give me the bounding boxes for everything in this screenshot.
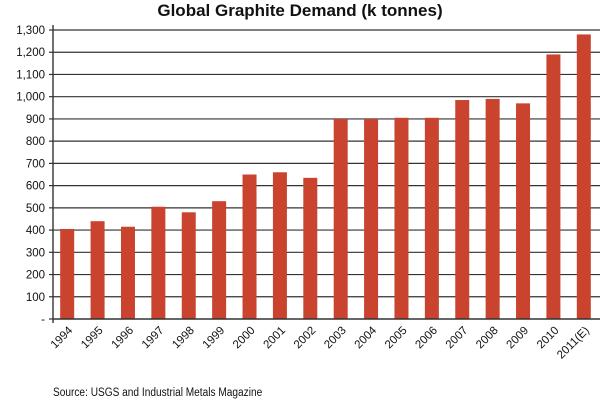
x-tick-label: 2007 [444,325,471,352]
x-tick-label: 2006 [413,325,440,352]
bar [455,100,470,320]
bar [181,212,196,319]
y-tick-label: 200 [26,270,45,282]
bar [212,201,227,319]
x-tick-label: 2000 [231,325,258,352]
bar [424,117,439,319]
x-tick-label: 1994 [49,324,76,351]
x-tick-label: 1995 [79,325,106,352]
x-tick-label: 2010 [535,325,562,352]
x-tick-label: 1996 [110,325,137,352]
bar [303,177,318,319]
bar [151,206,166,319]
x-tick-label: 2005 [383,325,410,352]
bar [546,54,561,319]
y-tick-label: 800 [26,136,45,148]
y-tick-label: 1,200 [16,47,45,59]
x-tick-label: 2003 [322,325,349,352]
bar [516,103,531,319]
y-tick-label: 400 [26,225,45,237]
bar [60,228,75,319]
bar [394,117,409,319]
x-tick-label: 2009 [505,325,532,352]
source-note: Source: USGS and Industrial Metals Magaz… [53,387,263,399]
x-tick-label: 1997 [140,325,167,352]
bar [485,98,500,320]
bar [242,174,257,319]
y-tick-label: 1,000 [16,92,45,104]
x-tick-label: 2004 [353,324,380,351]
bar [120,226,135,319]
y-tick-label: 600 [26,181,45,193]
y-tick-label: 500 [26,203,45,215]
y-tick-label: 900 [26,114,45,126]
y-tick-label: - [41,314,45,326]
x-tick-label: 2011(E) [555,325,592,362]
chart-title: Global Graphite Demand (k tonnes) [157,1,443,20]
y-tick-label: 100 [26,292,45,304]
bar-chart: - 100 200 300 400 500 600 700 800 900 1,000 1,100 1,… [16,25,600,362]
x-tick-label: 1999 [201,325,228,352]
bar [333,118,348,319]
bar [90,221,105,319]
bar [576,34,591,319]
x-tick-label: 2008 [474,325,501,352]
y-tick-label: 1,300 [16,25,45,37]
x-tick-label: 2001 [261,325,288,352]
bar [364,118,379,319]
x-tick-label: 2002 [292,325,319,352]
y-tick-label: 700 [26,158,45,170]
bar [272,172,287,319]
x-tick-label: 1998 [170,325,197,352]
y-tick-label: 300 [26,247,45,259]
y-tick-label: 1,100 [16,69,45,81]
